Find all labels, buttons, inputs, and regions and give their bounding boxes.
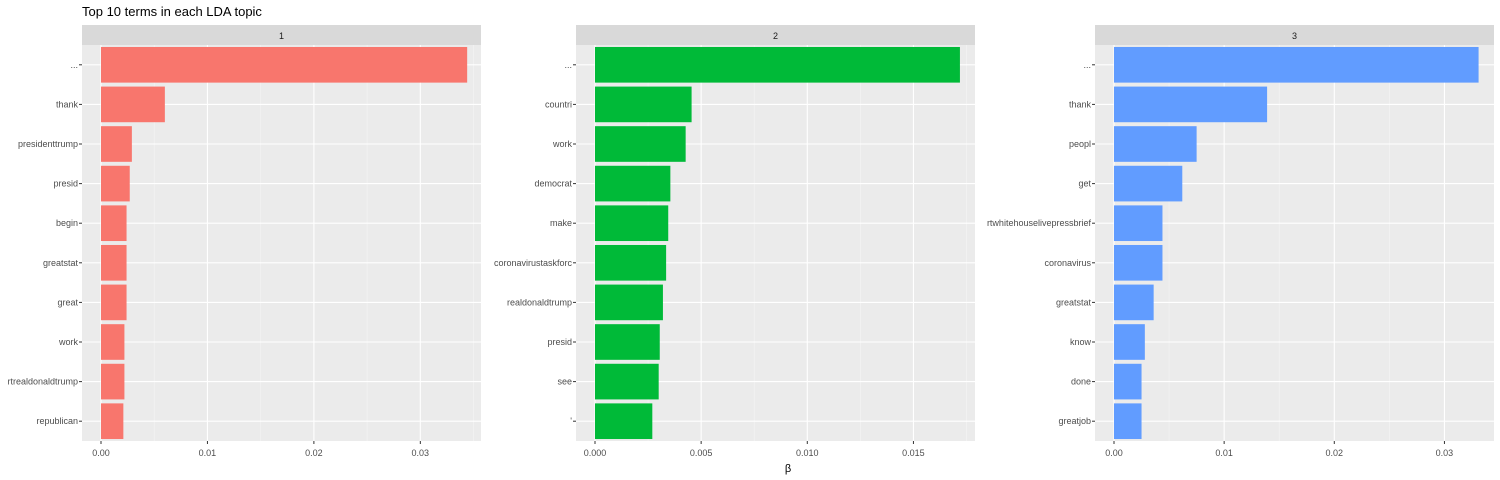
y-tick-label: greatstat (43, 258, 79, 268)
x-tick-label: 0.03 (1436, 448, 1454, 458)
bar (1114, 126, 1197, 162)
bar (101, 324, 125, 360)
y-tick-label: make (550, 218, 572, 228)
bar (595, 86, 692, 123)
y-tick-label: know (1070, 337, 1092, 347)
bar (1114, 86, 1268, 123)
x-tick-label: 0.015 (902, 448, 925, 458)
y-tick-label: ... (564, 60, 572, 70)
y-tick-label: countri (545, 99, 572, 109)
y-tick-label: great (57, 297, 78, 307)
facet-strip-bg (82, 25, 481, 45)
x-tick-label: 0.010 (796, 448, 819, 458)
bar (101, 244, 127, 281)
bar (595, 46, 960, 83)
y-tick-label: get (1078, 179, 1091, 189)
facet-strip-bg (576, 25, 975, 45)
bar (101, 165, 130, 202)
bar (1114, 244, 1163, 281)
bar (595, 284, 663, 321)
y-tick-label: realdonaldtrump (507, 297, 572, 307)
x-tick-label: 0.02 (1326, 448, 1344, 458)
y-tick-label: ... (70, 60, 78, 70)
y-tick-label: presid (53, 179, 78, 189)
bar (595, 403, 653, 440)
bar (595, 165, 671, 202)
facet-strip-bg (1095, 25, 1494, 45)
y-tick-label: rtwhitehouselivepressbrief (987, 218, 1092, 228)
bar (101, 86, 165, 123)
y-tick-label: see (557, 377, 572, 387)
bar (1114, 46, 1479, 83)
y-tick-label: greatstat (1056, 297, 1092, 307)
panel-1: 1 0.00 0.01 0.02 0.03... thank presidenttrump p… (7, 25, 481, 458)
x-tick-label: 0.000 (584, 448, 607, 458)
bar (101, 205, 127, 242)
bar (1114, 284, 1154, 321)
y-tick-label: ... (1083, 60, 1091, 70)
y-tick-label: thank (1069, 99, 1092, 109)
x-tick-label: 0.02 (305, 448, 323, 458)
y-tick-label: coronavirus (1044, 258, 1091, 268)
x-tick-label: 0.01 (199, 448, 217, 458)
y-tick-label: begin (56, 218, 78, 228)
bar (1114, 363, 1142, 400)
x-axis-title: β (785, 463, 791, 475)
bar (101, 126, 132, 162)
panel-3: 3 0.00 0.01 0.02 0.03... thank peopl get rtwhite… (987, 25, 1494, 458)
bar (595, 205, 669, 242)
bar (1114, 165, 1183, 202)
bar (101, 403, 124, 440)
x-tick-label: 0.00 (92, 448, 110, 458)
y-tick-label: ' (570, 416, 572, 426)
y-tick-label: work (58, 337, 79, 347)
y-tick-label: presid (547, 337, 572, 347)
x-tick-label: 0.03 (412, 448, 430, 458)
facet-strip-label: 2 (773, 31, 778, 41)
bar (1114, 403, 1142, 440)
panel-2: 2 0.000 0.005 0.010 0.015... countri work democ… (494, 25, 975, 458)
x-tick-label: 0.01 (1215, 448, 1233, 458)
y-tick-label: coronavirustaskforc (494, 258, 573, 268)
bar (595, 363, 659, 400)
x-tick-label: 0.005 (690, 448, 713, 458)
x-tick-label: 0.00 (1105, 448, 1123, 458)
bar (595, 126, 686, 162)
bar (101, 284, 127, 321)
y-tick-label: rtrealdonaldtrump (7, 377, 78, 387)
y-tick-label: peopl (1069, 139, 1091, 149)
chart-title: Top 10 terms in each LDA topic (82, 4, 262, 19)
panels: 1 0.00 0.01 0.02 0.03... thank presidenttrump p… (7, 25, 1494, 458)
y-tick-label: greatjob (1058, 416, 1091, 426)
bar (1114, 205, 1163, 242)
bar (595, 244, 667, 281)
y-tick-label: work (552, 139, 573, 149)
y-tick-label: democrat (534, 179, 572, 189)
facet-strip-label: 3 (1292, 31, 1297, 41)
y-tick-label: republican (36, 416, 78, 426)
facet-strip-label: 1 (279, 31, 284, 41)
y-tick-label: done (1071, 377, 1091, 387)
bar (101, 363, 125, 400)
bar (101, 46, 468, 83)
y-tick-label: presidenttrump (18, 139, 78, 149)
bar (1114, 324, 1145, 360)
bar (595, 324, 660, 360)
y-tick-label: thank (56, 99, 79, 109)
